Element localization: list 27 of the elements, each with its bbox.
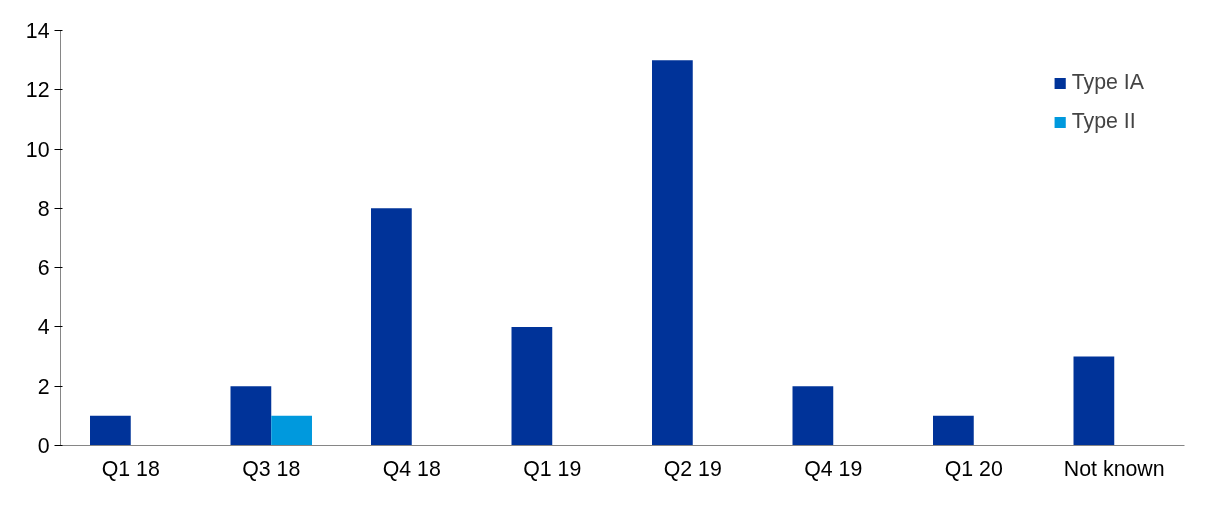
x-tick-label: Q1 18 [101, 456, 160, 481]
bar [371, 208, 412, 446]
x-tick-label: Q4 18 [382, 456, 441, 481]
y-tick-label: 14 [25, 19, 50, 43]
y-tick-label: 10 [25, 137, 50, 162]
x-tick-label: Q2 19 [663, 456, 722, 481]
bar [1073, 356, 1115, 446]
legend-label: Type IA [1071, 70, 1144, 95]
bar [271, 415, 312, 446]
bar [90, 415, 131, 446]
y-tick-label: 12 [25, 78, 50, 103]
y-tick-label: 8 [37, 196, 50, 221]
bar [933, 415, 974, 446]
bar [652, 60, 693, 446]
y-tick-label: 2 [37, 374, 50, 399]
x-tick-label: Q3 18 [242, 456, 301, 481]
x-tick-label: Q4 19 [804, 456, 863, 481]
x-tick-label: Not known [1063, 456, 1165, 481]
y-tick-label: 6 [37, 256, 50, 281]
bar [792, 386, 834, 446]
bar [511, 326, 553, 446]
y-tick-label: 4 [37, 315, 50, 340]
x-tick-label: Q1 20 [944, 456, 1003, 481]
bar [230, 386, 272, 446]
x-tick-label: Q1 19 [523, 456, 582, 481]
y-tick-label: 0 [37, 434, 50, 458]
legend-label: Type II [1071, 109, 1136, 134]
